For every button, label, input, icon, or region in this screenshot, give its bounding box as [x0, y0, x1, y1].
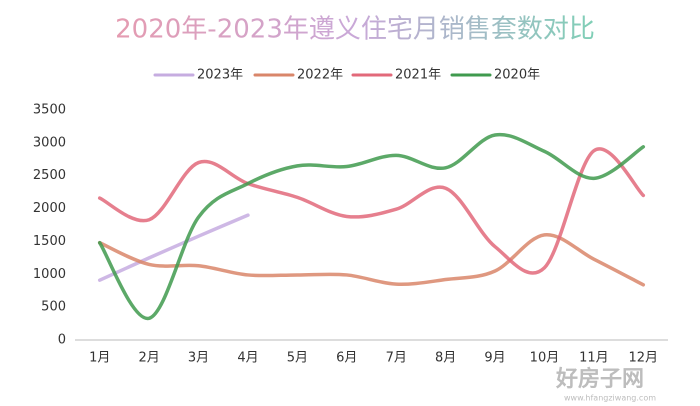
series-line [97, 233, 646, 287]
x-tick-label: 1月 [89, 351, 110, 366]
legend-label: 2020年 [494, 68, 540, 83]
x-tick-label: 5月 [287, 351, 308, 366]
x-tick-label: 12月 [629, 351, 659, 366]
y-tick-label: 0 [58, 333, 66, 348]
y-tick-label: 1500 [33, 234, 66, 249]
y-tick-label: 3500 [33, 103, 66, 118]
x-tick-label: 8月 [435, 351, 456, 366]
chart-title: 2020年-2023年遵义住宅月销售套数对比 [115, 15, 595, 45]
y-tick-label: 500 [41, 300, 66, 315]
series-line [97, 213, 250, 282]
x-tick-label: 2月 [138, 351, 159, 366]
watermark-url: www.hfangziwang.com [564, 394, 656, 403]
x-tick-label: 3月 [188, 351, 209, 366]
legend-label: 2022年 [297, 68, 343, 83]
x-tick-label: 4月 [237, 351, 258, 366]
series-line [97, 132, 646, 321]
x-tick-label: 11月 [579, 351, 609, 366]
x-tick-label: 6月 [336, 351, 357, 366]
y-tick-label: 1000 [33, 267, 66, 282]
x-tick-label: 7月 [386, 351, 407, 366]
y-tick-label: 3000 [33, 135, 66, 150]
legend-label: 2023年 [197, 68, 243, 83]
x-tick-label: 10月 [530, 351, 560, 366]
watermark: 好房子网 [555, 366, 644, 392]
legend-label: 2021年 [395, 68, 441, 83]
y-tick-label: 2000 [33, 201, 66, 216]
y-tick-label: 2500 [33, 168, 66, 183]
series-line [97, 147, 646, 275]
x-tick-label: 9月 [484, 351, 505, 366]
